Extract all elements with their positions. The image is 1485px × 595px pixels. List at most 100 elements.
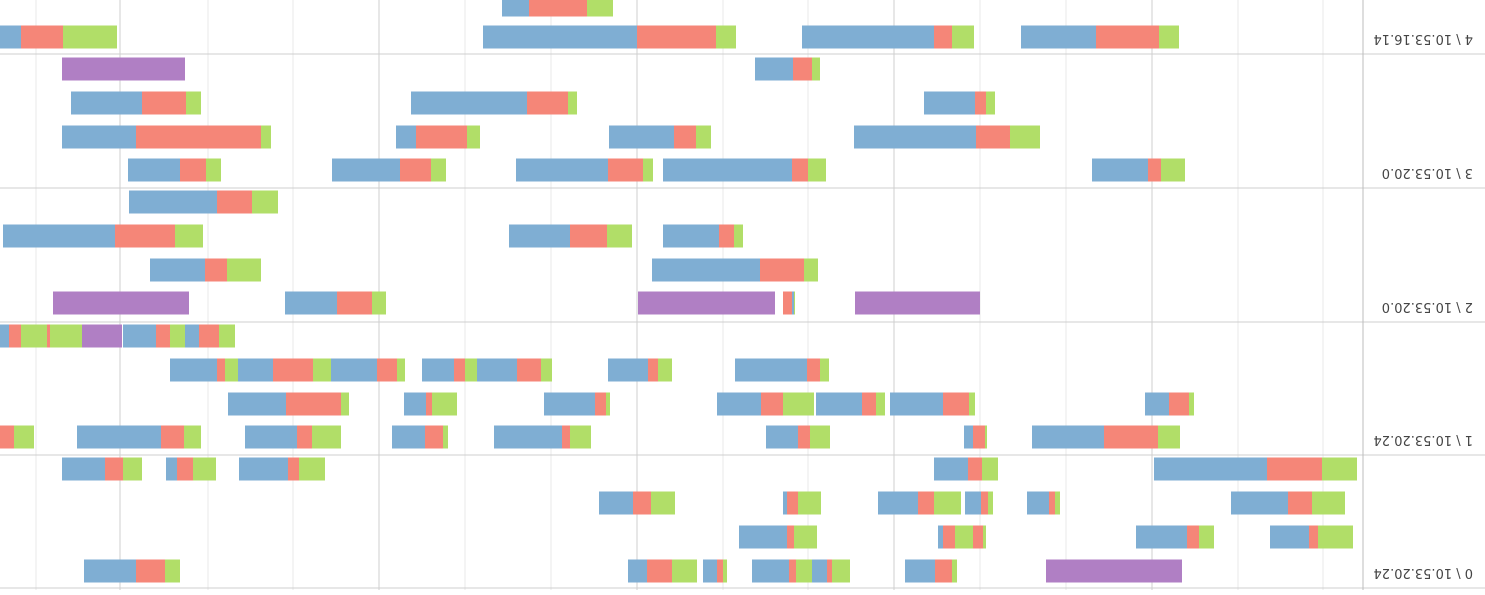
bar-segment bbox=[1049, 491, 1055, 515]
bar-segment bbox=[454, 358, 465, 382]
bar-segment bbox=[934, 25, 952, 49]
bar-segment bbox=[62, 125, 136, 149]
bar-segment bbox=[1010, 125, 1040, 149]
lane: 3 \ 10.53.20.0 bbox=[62, 57, 1473, 182]
bar-segment bbox=[252, 190, 278, 214]
bar-segment bbox=[263, 392, 286, 416]
bar-segment bbox=[184, 425, 201, 449]
bar-segment bbox=[432, 392, 457, 416]
bar-segment bbox=[943, 392, 969, 416]
bar-segment bbox=[719, 224, 734, 248]
bar-segment bbox=[516, 158, 608, 182]
bar-segment bbox=[952, 25, 974, 49]
bar-segment bbox=[400, 158, 431, 182]
lane-label: 2 \ 10.53.20.0 bbox=[1382, 299, 1473, 314]
bar-segment bbox=[63, 25, 117, 49]
bar-segment bbox=[1309, 525, 1318, 549]
bar-segment bbox=[299, 457, 325, 481]
bar-segment bbox=[1322, 457, 1357, 481]
bar-segment bbox=[136, 559, 165, 583]
bar-segment bbox=[502, 0, 529, 17]
bar-segment bbox=[396, 125, 416, 149]
bar-segment bbox=[288, 457, 299, 481]
bar-segment bbox=[637, 25, 716, 49]
bar-segment bbox=[1288, 491, 1312, 515]
bar-segment bbox=[0, 324, 9, 348]
bar-segment bbox=[760, 258, 804, 282]
bar-segment bbox=[76, 324, 82, 348]
bar-segment bbox=[1154, 457, 1267, 481]
bar-segment bbox=[802, 25, 934, 49]
bar-segment bbox=[606, 392, 610, 416]
bar-segment bbox=[128, 158, 180, 182]
bar-segment bbox=[1189, 392, 1194, 416]
bar-segment bbox=[647, 559, 672, 583]
bar-segment bbox=[955, 525, 973, 549]
bar-segment bbox=[934, 491, 961, 515]
bar-segment bbox=[129, 190, 217, 214]
bar-segment bbox=[1027, 491, 1049, 515]
bar-segment bbox=[935, 559, 952, 583]
bar-segment bbox=[166, 457, 177, 481]
bar-segment bbox=[199, 324, 219, 348]
lane: 4 \ 10.53.16.14 bbox=[0, 0, 1473, 49]
bar-segment bbox=[983, 525, 986, 549]
bar-endcap bbox=[855, 291, 980, 315]
bar-segment bbox=[422, 358, 454, 382]
bar-segment bbox=[794, 525, 817, 549]
bar-segment bbox=[783, 491, 787, 515]
bar-segment bbox=[286, 392, 341, 416]
bar-segment bbox=[1312, 491, 1345, 515]
bar-segment bbox=[165, 559, 180, 583]
bar-segment bbox=[1199, 525, 1214, 549]
bar-endcap bbox=[62, 57, 185, 81]
bar-segment bbox=[50, 324, 78, 348]
bar-segment bbox=[734, 224, 743, 248]
bar-segment bbox=[975, 91, 986, 115]
bar-segment bbox=[827, 559, 832, 583]
bar-segment bbox=[609, 125, 674, 149]
bar-endcap bbox=[1046, 559, 1182, 583]
bar-segment bbox=[273, 358, 313, 382]
bar-segment bbox=[792, 158, 808, 182]
bar-segment bbox=[9, 324, 21, 348]
bar-segment bbox=[544, 392, 595, 416]
bar-segment bbox=[595, 392, 606, 416]
bar-segment bbox=[71, 91, 142, 115]
bar-segment bbox=[377, 358, 397, 382]
bar-segment bbox=[1055, 491, 1060, 515]
bar-segment bbox=[1267, 457, 1322, 481]
bar-segment bbox=[115, 224, 175, 248]
bar-segment bbox=[517, 358, 541, 382]
bar-segment bbox=[752, 559, 789, 583]
bar-segment bbox=[918, 491, 934, 515]
bar-segment bbox=[175, 224, 203, 248]
bar-segment bbox=[337, 291, 372, 315]
bar-segment bbox=[1158, 425, 1180, 449]
bar-segment bbox=[225, 358, 238, 382]
bar-segment bbox=[161, 425, 184, 449]
bar-segment bbox=[150, 258, 205, 282]
bar-segment bbox=[832, 559, 850, 583]
bar-segment bbox=[1145, 392, 1169, 416]
bar-segment bbox=[331, 358, 377, 382]
bar-segment bbox=[477, 358, 517, 382]
bar-segment bbox=[217, 190, 252, 214]
bar-segment bbox=[3, 224, 115, 248]
bar-segment bbox=[1104, 425, 1158, 449]
bar-segment bbox=[245, 425, 297, 449]
bar-segment bbox=[193, 457, 216, 481]
bar-segment bbox=[397, 358, 405, 382]
bar-segment bbox=[739, 525, 787, 549]
bar-segment bbox=[968, 457, 982, 481]
bar-segment bbox=[62, 457, 105, 481]
bar-segment bbox=[787, 491, 798, 515]
bar-segment bbox=[425, 425, 443, 449]
bar-segment bbox=[156, 324, 170, 348]
bar-segment bbox=[766, 425, 798, 449]
bar-segment bbox=[312, 425, 341, 449]
bar-segment bbox=[938, 525, 943, 549]
bar-segment bbox=[674, 125, 696, 149]
bar-segment bbox=[965, 491, 981, 515]
bar-segment bbox=[1159, 25, 1179, 49]
